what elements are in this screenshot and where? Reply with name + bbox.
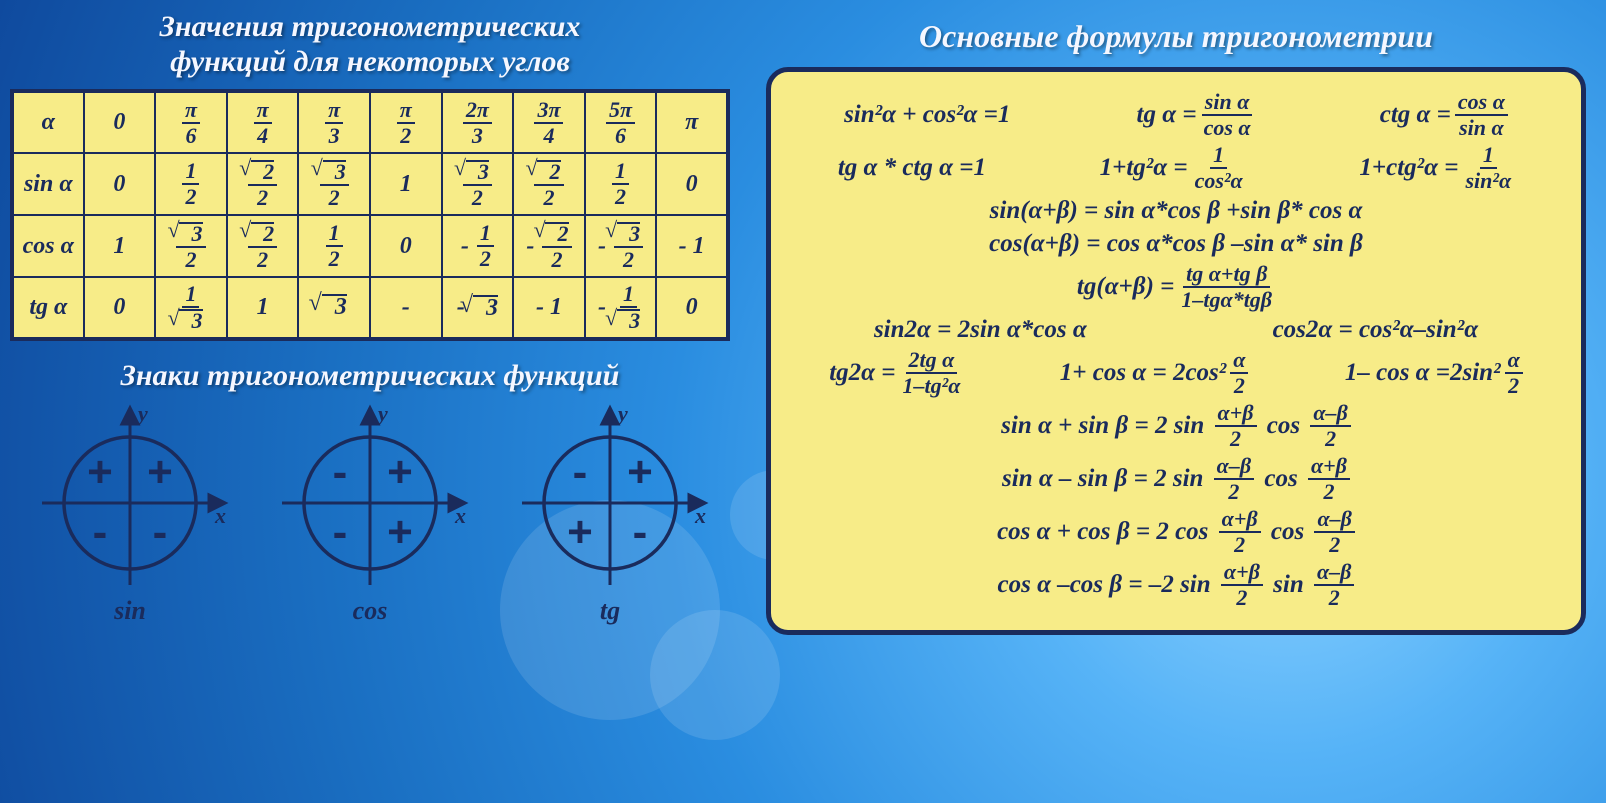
signs-row: + + - - x y sin - + - + x y cos bbox=[10, 403, 730, 623]
sign-diagram-tg: - + + - x y tg bbox=[510, 403, 710, 623]
formula-row: cos α + cos β = 2 cos α+β2 cos α–β2 bbox=[795, 508, 1557, 556]
svg-text:+: + bbox=[147, 448, 173, 497]
sign-label: sin bbox=[30, 596, 230, 626]
svg-text:-: - bbox=[333, 508, 348, 557]
formula-row: cos(α+β) = cos α*cos β –sin α* sin β bbox=[795, 230, 1557, 258]
formula-row: tg(α+β) = tg α+tg β1–tgα*tgβ bbox=[795, 263, 1557, 311]
left-panel: Значения тригонометрическихфункций для н… bbox=[10, 10, 730, 623]
svg-text:-: - bbox=[633, 508, 648, 557]
table-header-cell: π4 bbox=[227, 91, 299, 153]
table-header-cell: 3π4 bbox=[513, 91, 585, 153]
table-cell: - 32 bbox=[585, 215, 657, 277]
table-cell: 22 bbox=[227, 153, 299, 215]
table-cell: 12 bbox=[585, 153, 657, 215]
table-cell: 13 bbox=[155, 277, 227, 339]
formula-row: sin(α+β) = sin α*cos β +sin β* cos α bbox=[795, 197, 1557, 225]
table-cell: - bbox=[370, 277, 442, 339]
table-header-cell: 0 bbox=[84, 91, 156, 153]
table-cell: - 3 bbox=[442, 277, 514, 339]
table-cell: 0 bbox=[84, 277, 156, 339]
table-cell: 0 bbox=[656, 153, 728, 215]
table-cell: 1 bbox=[84, 215, 156, 277]
title-formulas: Основные формулы тригонометрии bbox=[766, 18, 1586, 55]
svg-text:x: x bbox=[694, 503, 706, 528]
table-cell: 1 bbox=[227, 277, 299, 339]
table-cell: 32 bbox=[155, 215, 227, 277]
svg-text:-: - bbox=[93, 508, 108, 557]
table-cell: - 1 bbox=[656, 215, 728, 277]
table-cell: 0 bbox=[370, 215, 442, 277]
table-row-label: tg α bbox=[12, 277, 84, 339]
table-row-label: cos α bbox=[12, 215, 84, 277]
table-cell: - 22 bbox=[513, 215, 585, 277]
table-cell: - 13 bbox=[585, 277, 657, 339]
formulas-box: sin²α + cos²α =1tg α = sin αcos αctg α =… bbox=[766, 67, 1586, 635]
table-cell: 0 bbox=[656, 277, 728, 339]
table-cell: - 12 bbox=[442, 215, 514, 277]
table-row-label: sin α bbox=[12, 153, 84, 215]
table-header-cell: α bbox=[12, 91, 84, 153]
formula-row: sin α – sin β = 2 sin α–β2 cos α+β2 bbox=[795, 455, 1557, 503]
svg-text:y: y bbox=[135, 401, 148, 426]
table-header-cell: 5π6 bbox=[585, 91, 657, 153]
svg-text:-: - bbox=[153, 508, 168, 557]
title-signs: Знаки тригонометрических функций bbox=[10, 359, 730, 393]
svg-text:y: y bbox=[615, 401, 628, 426]
svg-text:+: + bbox=[627, 448, 653, 497]
table-cell: 12 bbox=[298, 215, 370, 277]
formula-row: sin²α + cos²α =1tg α = sin αcos αctg α =… bbox=[795, 91, 1557, 139]
formula-row: cos α –cos β = –2 sin α+β2 sin α–β2 bbox=[795, 561, 1557, 609]
table-cell: 0 bbox=[84, 153, 156, 215]
sign-diagram-sin: + + - - x y sin bbox=[30, 403, 230, 623]
formula-row: tg2α = 2tg α1–tg²α1+ cos α = 2cos² α21– … bbox=[795, 349, 1557, 397]
sign-diagram-cos: - + - + x y cos bbox=[270, 403, 470, 623]
table-cell: 32 bbox=[298, 153, 370, 215]
formula-row: tg α * ctg α =11+tg²α = 1cos²α1+ctg²α = … bbox=[795, 144, 1557, 192]
values-table: α0π6π4π3π22π33π45π6πsin α012223213222120… bbox=[10, 89, 730, 341]
formula-row: sin2α = 2sin α*cos αcos2α = cos²α–sin²α bbox=[795, 316, 1557, 344]
table-cell: 1 bbox=[370, 153, 442, 215]
svg-text:+: + bbox=[567, 508, 593, 557]
table-cell: 32 bbox=[442, 153, 514, 215]
sign-label: cos bbox=[270, 596, 470, 626]
table-cell: - 1 bbox=[513, 277, 585, 339]
formula-row: sin α + sin β = 2 sin α+β2 cos α–β2 bbox=[795, 402, 1557, 450]
svg-text:+: + bbox=[387, 508, 413, 557]
right-panel: Основные формулы тригонометрии sin²α + c… bbox=[766, 18, 1586, 635]
table-header-cell: π2 bbox=[370, 91, 442, 153]
svg-text:-: - bbox=[573, 448, 588, 497]
svg-text:+: + bbox=[387, 448, 413, 497]
svg-text:+: + bbox=[87, 448, 113, 497]
table-cell: 22 bbox=[513, 153, 585, 215]
table-cell: 22 bbox=[227, 215, 299, 277]
svg-text:-: - bbox=[333, 448, 348, 497]
svg-text:y: y bbox=[375, 401, 388, 426]
svg-text:x: x bbox=[214, 503, 226, 528]
table-cell: 12 bbox=[155, 153, 227, 215]
table-header-cell: π bbox=[656, 91, 728, 153]
title-values: Значения тригонометрическихфункций для н… bbox=[10, 10, 730, 79]
table-header-cell: π3 bbox=[298, 91, 370, 153]
table-header-cell: π6 bbox=[155, 91, 227, 153]
svg-text:x: x bbox=[454, 503, 466, 528]
table-header-cell: 2π3 bbox=[442, 91, 514, 153]
sign-label: tg bbox=[510, 596, 710, 626]
table-cell: 3 bbox=[298, 277, 370, 339]
